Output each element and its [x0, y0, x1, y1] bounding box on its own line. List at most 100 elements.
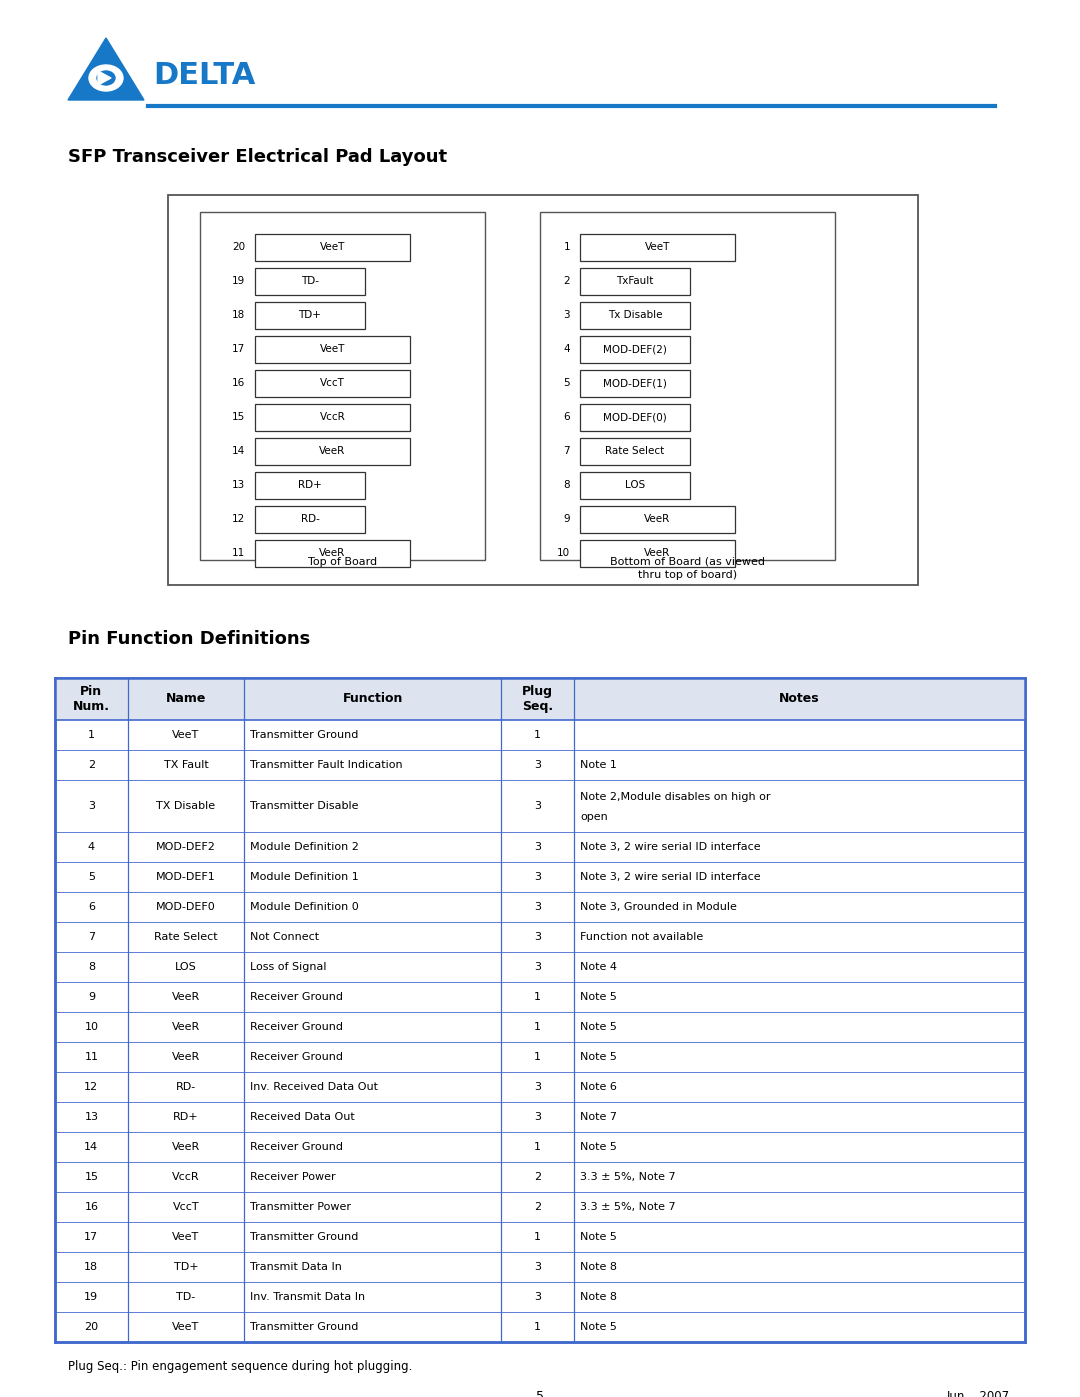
Text: 3.3 ± 5%, Note 7: 3.3 ± 5%, Note 7	[580, 1172, 676, 1182]
Text: TD-: TD-	[176, 1292, 195, 1302]
Text: Plug Seq.: Pin engagement sequence during hot plugging.: Plug Seq.: Pin engagement sequence durin…	[68, 1361, 413, 1373]
Bar	[580, 235, 735, 261]
Text: Bottom of Board (as viewed
thru top of board): Bottom of Board (as viewed thru top of b…	[610, 557, 765, 580]
Text: 10: 10	[557, 549, 570, 559]
Text: RD-: RD-	[176, 1083, 197, 1092]
Text: TD-: TD-	[301, 277, 319, 286]
Bar	[255, 235, 410, 261]
Text: 3: 3	[535, 963, 541, 972]
Ellipse shape	[89, 66, 123, 91]
Text: Note 3, Grounded in Module: Note 3, Grounded in Module	[580, 902, 737, 912]
Text: 1: 1	[535, 731, 541, 740]
Bar	[55, 678, 1025, 1343]
Text: Jun.,  2007
Rev. 0F: Jun., 2007 Rev. 0F	[947, 1390, 1010, 1397]
Bar	[255, 404, 410, 432]
Bar	[255, 541, 410, 567]
Text: Note 5: Note 5	[580, 1322, 617, 1331]
Text: Notes: Notes	[779, 693, 820, 705]
Text: Tx Disable: Tx Disable	[608, 310, 662, 320]
Text: Transmitter Ground: Transmitter Ground	[251, 731, 359, 740]
Text: 11: 11	[84, 1052, 98, 1062]
Bar	[580, 541, 735, 567]
Text: 3: 3	[535, 872, 541, 882]
Ellipse shape	[97, 71, 114, 85]
Text: 18: 18	[84, 1261, 98, 1273]
Text: Top of Board: Top of Board	[308, 557, 377, 567]
Text: Pin
Num.: Pin Num.	[72, 685, 110, 712]
Text: TxFault: TxFault	[617, 277, 653, 286]
Text: MOD-DEF1: MOD-DEF1	[157, 872, 216, 882]
Text: MOD-DEF(0): MOD-DEF(0)	[603, 412, 666, 422]
Text: VeeT: VeeT	[173, 1322, 200, 1331]
Bar	[580, 404, 690, 432]
Bar	[580, 439, 690, 465]
Text: 2: 2	[534, 1172, 541, 1182]
Text: Note 5: Note 5	[580, 1023, 617, 1032]
Bar	[55, 678, 1025, 719]
Text: Name: Name	[165, 693, 206, 705]
Text: Transmit Data In: Transmit Data In	[251, 1261, 342, 1273]
Text: 14: 14	[232, 447, 245, 457]
Text: Note 7: Note 7	[580, 1112, 617, 1122]
Text: VccT: VccT	[173, 1201, 200, 1213]
Text: 3: 3	[535, 842, 541, 852]
Text: VeeT: VeeT	[320, 243, 346, 253]
Text: Note 5: Note 5	[580, 1232, 617, 1242]
Text: Rate Select: Rate Select	[606, 447, 664, 457]
Text: 1: 1	[564, 243, 570, 253]
Text: 11: 11	[232, 549, 245, 559]
Text: VeeR: VeeR	[172, 1052, 200, 1062]
Text: Receiver Ground: Receiver Ground	[251, 992, 343, 1002]
Text: VccT: VccT	[320, 379, 345, 388]
Text: VeeT: VeeT	[173, 1232, 200, 1242]
Bar	[580, 370, 690, 397]
Text: Plug
Seq.: Plug Seq.	[522, 685, 553, 712]
Text: 5: 5	[536, 1390, 544, 1397]
Text: 18: 18	[232, 310, 245, 320]
Bar	[580, 337, 690, 363]
Text: 3: 3	[535, 932, 541, 942]
Text: 3.3 ± 5%, Note 7: 3.3 ± 5%, Note 7	[580, 1201, 676, 1213]
Text: Note 1: Note 1	[580, 760, 617, 770]
Text: 19: 19	[84, 1292, 98, 1302]
Text: Note 8: Note 8	[580, 1292, 617, 1302]
Text: 3: 3	[535, 902, 541, 912]
Text: TD+: TD+	[298, 310, 322, 320]
Text: 17: 17	[232, 345, 245, 355]
Text: Transmitter Ground: Transmitter Ground	[251, 1322, 359, 1331]
Text: 12: 12	[232, 514, 245, 524]
Text: 17: 17	[84, 1232, 98, 1242]
Text: VeeT: VeeT	[320, 345, 346, 355]
Bar	[255, 268, 365, 295]
Text: 6: 6	[564, 412, 570, 422]
Text: Note 2,Module disables on high or: Note 2,Module disables on high or	[580, 792, 770, 802]
Text: VeeR: VeeR	[645, 549, 671, 559]
Text: Receiver Ground: Receiver Ground	[251, 1023, 343, 1032]
Bar	[255, 472, 365, 499]
Bar	[580, 302, 690, 330]
Text: 9: 9	[564, 514, 570, 524]
Text: Receiver Power: Receiver Power	[251, 1172, 336, 1182]
Text: Receiver Ground: Receiver Ground	[251, 1052, 343, 1062]
Text: Module Definition 2: Module Definition 2	[251, 842, 359, 852]
Text: 3: 3	[535, 1083, 541, 1092]
Text: 3: 3	[564, 310, 570, 320]
Text: TD+: TD+	[174, 1261, 199, 1273]
Text: Not Connect: Not Connect	[251, 932, 320, 942]
Text: 1: 1	[535, 1023, 541, 1032]
Text: 13: 13	[84, 1112, 98, 1122]
Text: 3: 3	[535, 1292, 541, 1302]
Text: Note 3, 2 wire serial ID interface: Note 3, 2 wire serial ID interface	[580, 872, 760, 882]
Text: 9: 9	[87, 992, 95, 1002]
Text: VeeR: VeeR	[172, 992, 200, 1002]
Text: MOD-DEF(1): MOD-DEF(1)	[603, 379, 667, 388]
Text: Loss of Signal: Loss of Signal	[251, 963, 326, 972]
Text: VeeR: VeeR	[172, 1023, 200, 1032]
Text: Note 3, 2 wire serial ID interface: Note 3, 2 wire serial ID interface	[580, 842, 760, 852]
Text: Transmitter Fault Indication: Transmitter Fault Indication	[251, 760, 403, 770]
Text: LOS: LOS	[175, 963, 197, 972]
Text: VccR: VccR	[320, 412, 346, 422]
Text: Inv. Transmit Data In: Inv. Transmit Data In	[251, 1292, 365, 1302]
Text: TX Disable: TX Disable	[157, 800, 216, 812]
Text: 1: 1	[535, 1141, 541, 1153]
